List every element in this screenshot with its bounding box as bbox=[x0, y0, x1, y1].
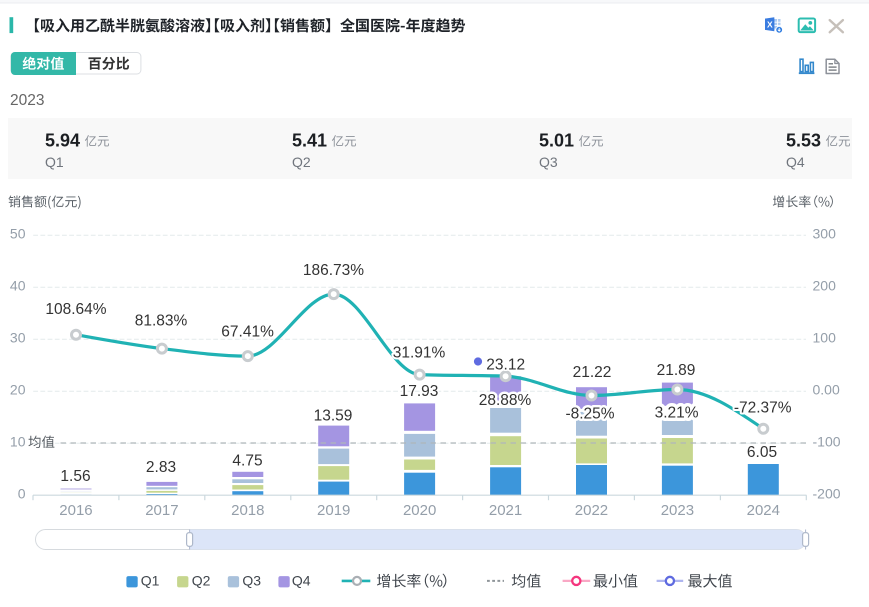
svg-text:X: X bbox=[767, 20, 773, 30]
svg-text:2016: 2016 bbox=[59, 502, 92, 519]
svg-text:Q2: Q2 bbox=[292, 154, 311, 170]
svg-text:-72.37%: -72.37% bbox=[734, 399, 792, 416]
svg-text:28.88%: 28.88% bbox=[479, 392, 532, 409]
svg-text:Q3: Q3 bbox=[539, 154, 558, 170]
svg-text:Q4: Q4 bbox=[292, 573, 311, 589]
svg-text:108.64%: 108.64% bbox=[45, 301, 106, 318]
svg-text:4.75: 4.75 bbox=[232, 452, 262, 469]
svg-text:81.83%: 81.83% bbox=[135, 312, 188, 329]
svg-text:31.91%: 31.91% bbox=[393, 344, 446, 361]
svg-text:23.12: 23.12 bbox=[486, 357, 525, 374]
svg-text:0.00: 0.00 bbox=[813, 381, 840, 397]
svg-text:2.83: 2.83 bbox=[146, 459, 176, 476]
svg-text:2020: 2020 bbox=[403, 502, 436, 519]
svg-text:6.05: 6.05 bbox=[747, 444, 777, 461]
svg-text:21.89: 21.89 bbox=[657, 362, 696, 379]
svg-text:17.93: 17.93 bbox=[400, 383, 439, 400]
svg-text:-200: -200 bbox=[813, 485, 841, 501]
svg-text:67.41%: 67.41% bbox=[221, 324, 274, 341]
svg-text:Q3: Q3 bbox=[242, 573, 261, 589]
svg-text:200: 200 bbox=[813, 277, 837, 293]
svg-text:13.59: 13.59 bbox=[314, 408, 353, 425]
svg-text:300: 300 bbox=[813, 225, 837, 241]
svg-text:2022: 2022 bbox=[575, 502, 608, 519]
svg-text:1.56: 1.56 bbox=[60, 468, 90, 485]
svg-text:5.94: 5.94 bbox=[45, 131, 80, 151]
svg-text:5.01: 5.01 bbox=[539, 131, 574, 151]
svg-text:30: 30 bbox=[10, 329, 26, 345]
svg-text:3.21%: 3.21% bbox=[655, 405, 699, 422]
svg-text:40: 40 bbox=[10, 277, 26, 293]
svg-text:Q4: Q4 bbox=[786, 154, 805, 170]
svg-text:-100: -100 bbox=[813, 433, 841, 449]
svg-text:10: 10 bbox=[10, 433, 26, 449]
svg-text:2018: 2018 bbox=[231, 502, 264, 519]
svg-text:5.53: 5.53 bbox=[786, 131, 821, 151]
svg-text:21.22: 21.22 bbox=[573, 364, 612, 381]
svg-text:0: 0 bbox=[18, 485, 26, 501]
svg-text:50: 50 bbox=[10, 225, 26, 241]
svg-text:2023: 2023 bbox=[661, 502, 694, 519]
svg-text:2017: 2017 bbox=[145, 502, 178, 519]
svg-text:5.41: 5.41 bbox=[292, 131, 327, 151]
svg-text:Q1: Q1 bbox=[45, 154, 64, 170]
svg-text:2021: 2021 bbox=[489, 502, 522, 519]
svg-text:-8.25%: -8.25% bbox=[565, 405, 614, 422]
svg-text:100: 100 bbox=[813, 329, 837, 345]
svg-text:Q1: Q1 bbox=[141, 573, 160, 589]
svg-text:2023: 2023 bbox=[10, 92, 44, 109]
svg-text:20: 20 bbox=[10, 381, 26, 397]
svg-text:Q2: Q2 bbox=[192, 573, 211, 589]
svg-text:2024: 2024 bbox=[747, 502, 780, 519]
svg-text:2019: 2019 bbox=[317, 502, 350, 519]
svg-text:186.73%: 186.73% bbox=[303, 262, 364, 279]
